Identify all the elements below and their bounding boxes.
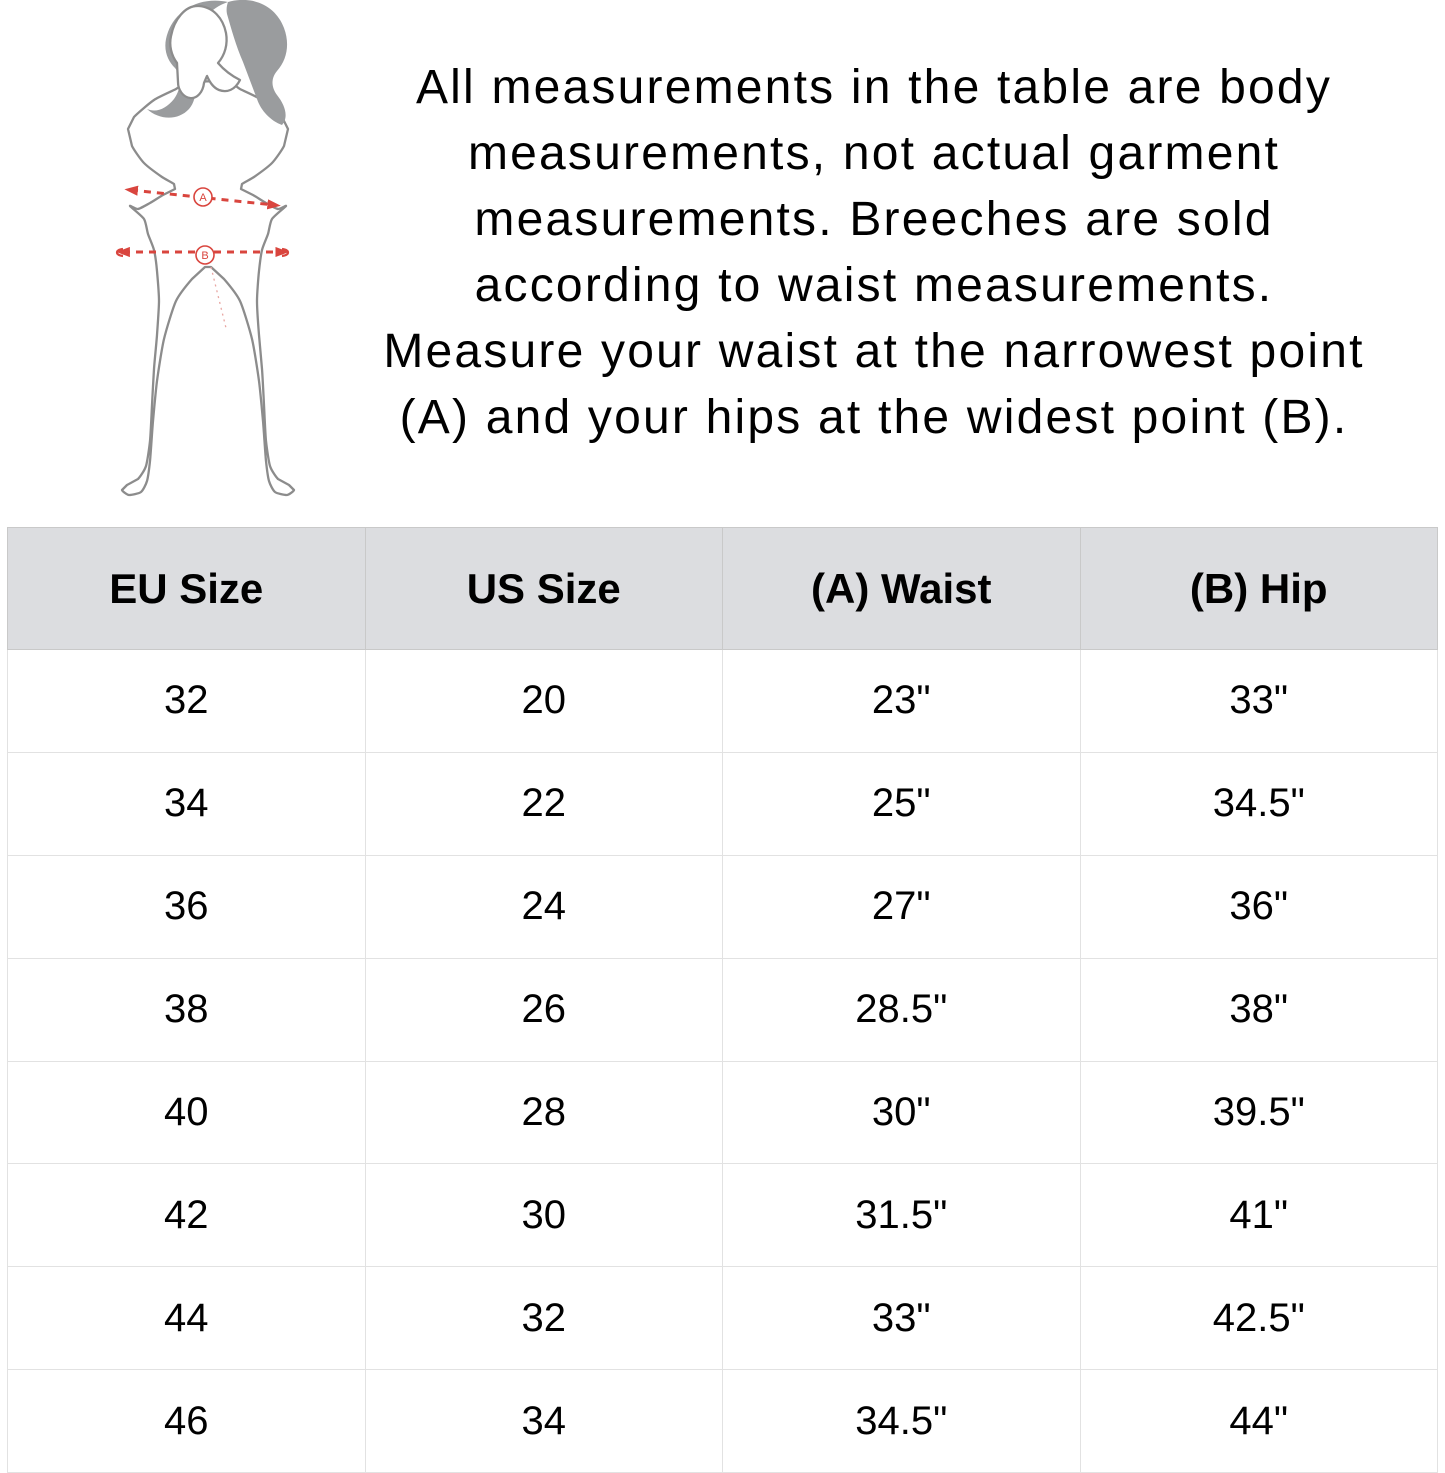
svg-text:B: B: [201, 250, 208, 262]
svg-text:A: A: [199, 192, 207, 204]
